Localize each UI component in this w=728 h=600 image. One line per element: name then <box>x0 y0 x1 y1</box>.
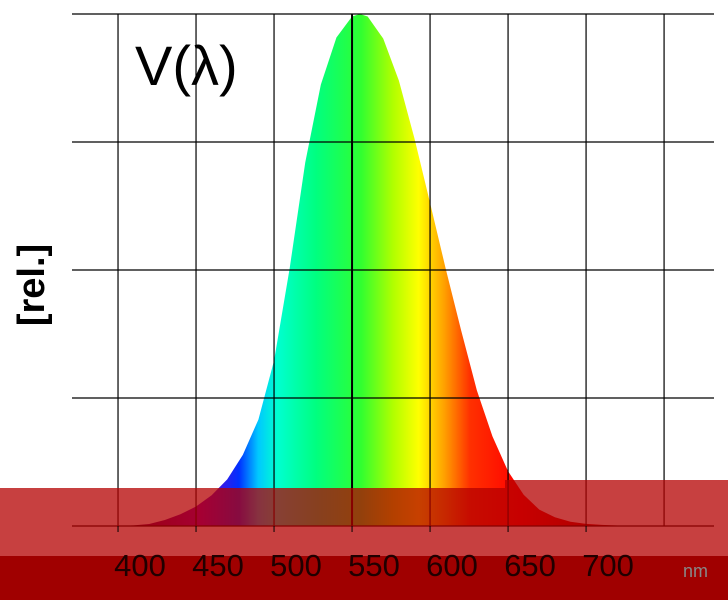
plot <box>72 13 714 527</box>
x-tick-label: 650 <box>504 548 556 583</box>
x-tick-label: 700 <box>582 548 634 583</box>
x-tick-label: 500 <box>270 548 322 583</box>
chart-title: V(λ) <box>135 34 238 97</box>
x-tick-label: 400 <box>114 548 166 583</box>
x-axis-unit: nm <box>683 561 708 581</box>
x-tick-label: 550 <box>348 548 400 583</box>
overlay-band <box>0 488 728 556</box>
x-tick-label: 600 <box>426 548 478 583</box>
overlay-band <box>0 556 728 600</box>
axis-labels: 400 450 500 550 600 650 700 <box>114 526 634 583</box>
x-tick-label: 450 <box>192 548 244 583</box>
y-axis-label: [rel.] <box>11 244 53 326</box>
overlay-band <box>505 480 728 488</box>
